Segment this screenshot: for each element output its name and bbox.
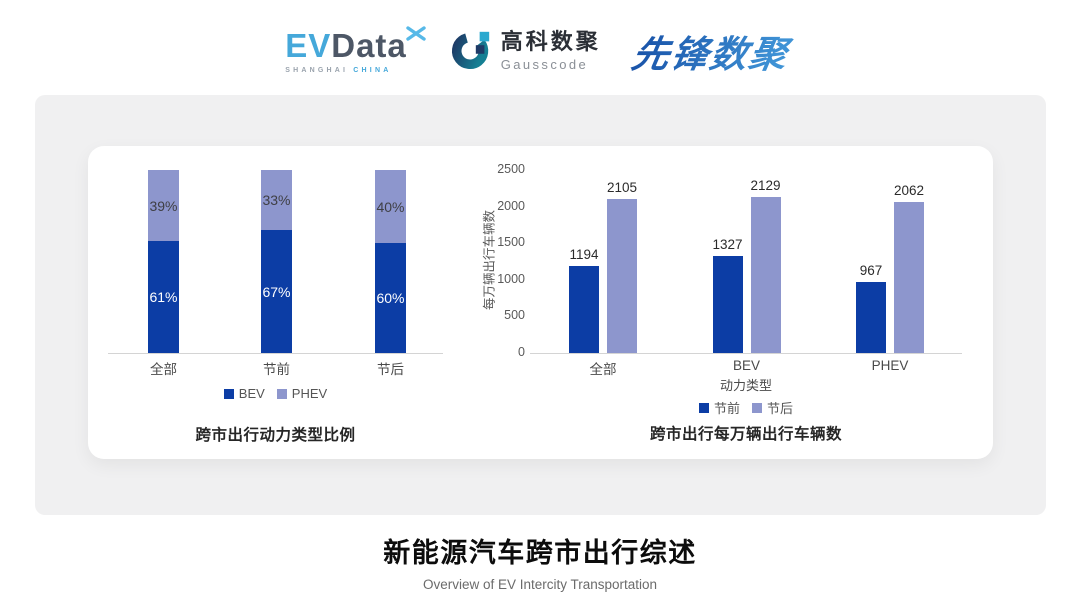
dragonfly-x-icon (405, 25, 427, 48)
y-tick-label: 2500 (497, 162, 525, 176)
bar-segment-bev: 61% (148, 241, 179, 353)
grouped-bar-节后-BEV (750, 197, 781, 353)
segment-percent-label: 60% (376, 290, 405, 307)
legend-item-PHEV: PHEV (276, 386, 328, 401)
legend-label: PHEV (291, 386, 328, 401)
right-category-label: 全部 (589, 362, 617, 377)
bar-value-label: 1194 (569, 246, 599, 262)
evdata-tagline: SHANGHAI CHINA (285, 67, 407, 74)
right-chart-xlabel: 动力类型 (719, 378, 772, 393)
right-chart-legend: 节前 节后 (530, 398, 962, 417)
gausscode-en-name: Gausscode (500, 56, 589, 72)
legend-label: BEV (238, 386, 265, 401)
left-category-label: 节后 (377, 362, 404, 377)
legend-item-BEV: BEV (223, 386, 265, 401)
charts-card: 39% 61% 全部 33% 67% 节前 40% 60% 节后 0 500 1000 1500 2000… (35, 95, 1046, 515)
legend-item-节前: 节前 (698, 398, 740, 417)
gausscode-logo: 高科数聚 Gausscode (451, 28, 601, 75)
left-chart-legend: BEV PHEV (108, 386, 443, 401)
left-category-label: 全部 (150, 362, 177, 377)
header-logos: EVData SHANGHAI CHINA (0, 24, 1080, 78)
evdata-china-text: CHINA (353, 66, 392, 74)
legend-label: 节后 (767, 401, 794, 416)
right-category-label: BEV (732, 358, 760, 373)
evdata-logo: EVData SHANGHAI CHINA (285, 25, 426, 74)
grouped-bar-节前-全部 (569, 265, 599, 353)
right-chart-x-axis (530, 353, 962, 354)
grouped-bar-节后-PHEV (894, 202, 924, 353)
bar-segment-phev: 33% (261, 170, 292, 231)
evdata-data-text: Data (331, 26, 407, 64)
y-tick-label: 0 (518, 345, 525, 359)
grouped-bar-节后-全部 (607, 198, 637, 353)
stacked-bar-节前: 33% 67% (261, 170, 292, 353)
legend-label: 节前 (713, 401, 740, 416)
right-category-label: PHEV (871, 358, 909, 373)
left-chart-x-axis (108, 353, 443, 354)
legend-swatch-icon (223, 388, 234, 399)
segment-percent-label: 33% (262, 192, 291, 209)
segment-percent-label: 61% (149, 289, 178, 306)
gausscode-text: 高科数聚 Gausscode (500, 29, 601, 72)
gausscode-g-icon (451, 28, 493, 75)
bar-segment-bev: 67% (261, 230, 292, 353)
bar-value-label: 967 (859, 263, 883, 279)
evdata-shanghai-text: SHANGHAI (285, 66, 349, 74)
y-tick-label: 1500 (497, 235, 525, 250)
footer: 新能源汽车跨市出行综述 Overview of EV Intercity Tra… (0, 531, 1080, 592)
bar-value-label: 2062 (893, 183, 925, 199)
legend-swatch-icon (752, 402, 762, 413)
right-chart-title: 跨市出行每万辆出行车辆数 (649, 426, 842, 443)
plot-area: 39% 61% 全部 33% 67% 节前 40% 60% 节后 0 500 1000 1500 2000… (88, 146, 993, 459)
y-tick-label: 2000 (497, 198, 525, 213)
legend-item-节后: 节后 (752, 398, 793, 417)
stacked-bar-全部: 39% 61% (148, 170, 179, 353)
segment-percent-label: 39% (149, 197, 178, 214)
bar-value-label: 1327 (712, 236, 743, 252)
bar-segment-phev: 39% (148, 170, 179, 242)
legend-swatch-icon (276, 388, 287, 399)
grouped-bar-节前-PHEV (856, 282, 886, 353)
page-subtitle: Overview of EV Intercity Transportation (422, 577, 658, 592)
evdata-ev-text: EV (285, 26, 332, 64)
y-tick-label: 500 (504, 308, 525, 323)
bar-segment-bev: 60% (375, 243, 406, 353)
evdata-wordmark: EVData (285, 29, 407, 62)
legend-swatch-icon (698, 402, 709, 413)
bar-value-label: 2129 (750, 178, 781, 194)
pioneer-shuju-logo: 先锋数聚 (622, 24, 800, 78)
left-category-label: 节前 (263, 362, 290, 377)
gausscode-cn-name: 高科数聚 (500, 29, 601, 55)
bar-value-label: 2105 (606, 179, 638, 195)
stacked-bar-节后: 40% 60% (375, 170, 406, 353)
left-chart-title: 跨市出行动力类型比例 (195, 427, 356, 444)
grouped-bar-节前-BEV (712, 255, 743, 353)
segment-percent-label: 67% (262, 283, 291, 300)
right-chart-ylabel: 每万辆出行车辆数 (482, 210, 496, 311)
page-title: 新能源汽车跨市出行综述 (383, 538, 697, 568)
y-tick-label: 1000 (497, 271, 525, 286)
bar-segment-phev: 40% (375, 170, 406, 244)
segment-percent-label: 40% (376, 198, 405, 215)
charts-panel: 39% 61% 全部 33% 67% 节前 40% 60% 节后 0 500 1000 1500 2000… (88, 146, 993, 459)
